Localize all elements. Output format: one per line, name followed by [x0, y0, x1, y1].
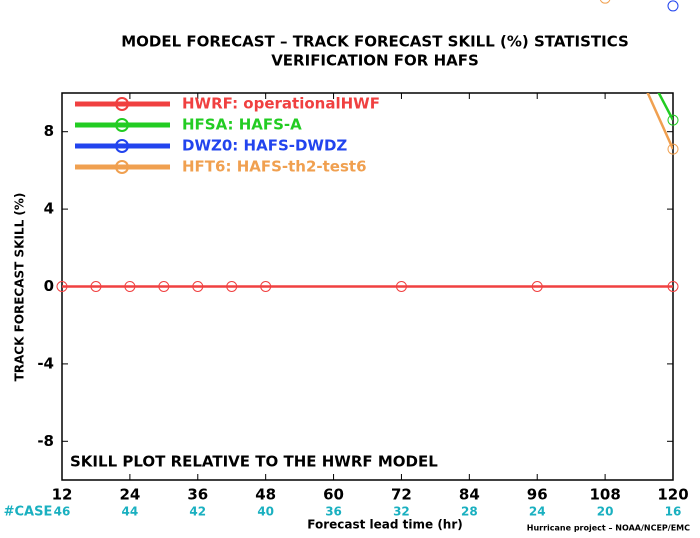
- x-tick-label: 24: [119, 486, 140, 504]
- series-line: [657, 93, 673, 121]
- case-count: 24: [529, 505, 546, 519]
- legend-marker: [115, 160, 129, 174]
- x-tick-label: 48: [255, 486, 276, 504]
- y-tick-label: 4: [44, 200, 54, 218]
- case-count: 46: [54, 505, 71, 519]
- series-marker: [124, 281, 136, 292]
- series-marker: [395, 281, 407, 292]
- y-tick-label: -8: [37, 432, 54, 450]
- series-line: [646, 93, 673, 150]
- legend-label: HFT6: HAFS-th2-test6: [182, 158, 367, 176]
- series-marker: [667, 0, 679, 12]
- annotation: SKILL PLOT RELATIVE TO THE HWRF MODEL: [70, 453, 438, 471]
- x-tick-label: 108: [589, 486, 620, 504]
- series-marker: [226, 281, 238, 292]
- case-count: 36: [325, 505, 342, 519]
- y-axis-label: TRACK FORECAST SKILL (%): [13, 193, 27, 382]
- legend-marker: [115, 118, 129, 132]
- series-marker: [667, 143, 679, 155]
- x-tick-label: 84: [459, 486, 480, 504]
- series-marker: [192, 281, 204, 292]
- plot-area: [62, 93, 673, 288]
- legend-label: HFSA: HAFS-A: [182, 116, 302, 134]
- credit: Hurricane project – NOAA/NCEP/EMC: [527, 524, 690, 533]
- x-tick-label: 96: [527, 486, 548, 504]
- legend-marker: [115, 97, 129, 111]
- case-count: 44: [122, 505, 139, 519]
- case-count: 32: [393, 505, 410, 519]
- case-count: 42: [189, 505, 206, 519]
- y-tick-label: 8: [44, 122, 54, 140]
- series-marker: [90, 281, 102, 292]
- series-marker: [531, 281, 543, 292]
- series-marker: [667, 281, 679, 292]
- x-axis-label: Forecast lead time (hr): [307, 518, 463, 532]
- case-count: 40: [257, 505, 274, 519]
- case-count: 20: [597, 505, 614, 519]
- x-tick-label: 36: [187, 486, 208, 504]
- case-label: #CASE: [4, 505, 53, 520]
- x-tick-label: 120: [657, 486, 688, 504]
- series-marker: [599, 0, 611, 4]
- legend-label: DWZ0: HAFS-DWDZ: [182, 137, 347, 155]
- x-tick-label: 72: [391, 486, 412, 504]
- y-tick-label: -4: [37, 354, 54, 372]
- legend-label: HWRF: operationalHWF: [182, 95, 380, 113]
- x-tick-label: 12: [52, 486, 73, 504]
- x-tick-label: 60: [323, 486, 344, 504]
- series-marker: [56, 281, 68, 292]
- series-marker: [158, 281, 170, 292]
- chart-subtitle: VERIFICATION FOR HAFS: [271, 52, 479, 70]
- y-tick-label: 0: [44, 277, 54, 295]
- case-count: 28: [461, 505, 478, 519]
- chart-title: MODEL FORECAST – TRACK FORECAST SKILL (%…: [121, 33, 629, 51]
- case-count: 16: [665, 505, 682, 519]
- series-marker: [260, 281, 272, 292]
- series-marker: [667, 114, 679, 126]
- legend-marker: [115, 139, 129, 153]
